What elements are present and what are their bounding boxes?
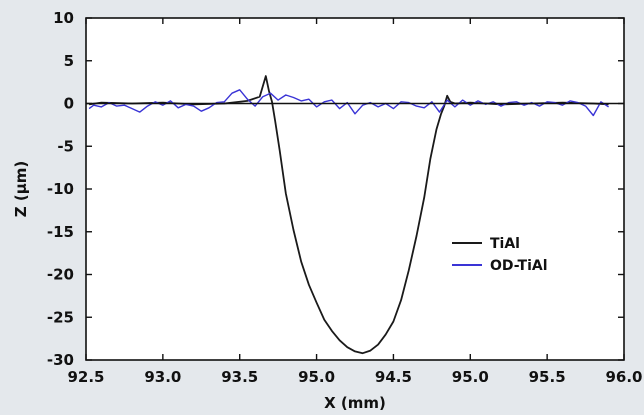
plot-area (86, 18, 624, 360)
y-tick-label: -30 (47, 351, 74, 369)
y-tick-label: -5 (57, 137, 74, 155)
x-tick-label: 93.5 (221, 368, 258, 386)
y-tick-label: -15 (47, 223, 74, 241)
series-line-tial (88, 75, 609, 355)
y-tick-label: 5 (64, 52, 74, 70)
x-tick-label: 95.5 (529, 368, 566, 386)
y-tick-label: -25 (47, 308, 74, 326)
x-tick-label: 92.5 (67, 368, 104, 386)
y-tick-label: 0 (64, 95, 74, 113)
axis-layer: 92.5 93.0 93.5 95.0 94.5 95.0 95.5 96.0 10 5 0 -5 -1… (47, 9, 643, 386)
x-tick-label: 95.0 (298, 368, 335, 386)
y-tick-label: -10 (47, 180, 74, 198)
x-tick-label: 94.5 (375, 368, 412, 386)
x-tick-label: 95.0 (452, 368, 489, 386)
legend: TiAl OD-TiAl (452, 236, 548, 274)
legend-label: OD-TiAl (490, 258, 548, 274)
y-tick-label: -20 (47, 266, 74, 284)
x-axis-label: X (mm) (324, 394, 386, 412)
x-tick-label: 93.0 (144, 368, 181, 386)
y-tick-label: 10 (53, 9, 74, 27)
x-tick-label: 96.0 (605, 368, 642, 386)
y-axis-label: Z (µm) (12, 161, 30, 217)
legend-label: TiAl (490, 236, 520, 252)
